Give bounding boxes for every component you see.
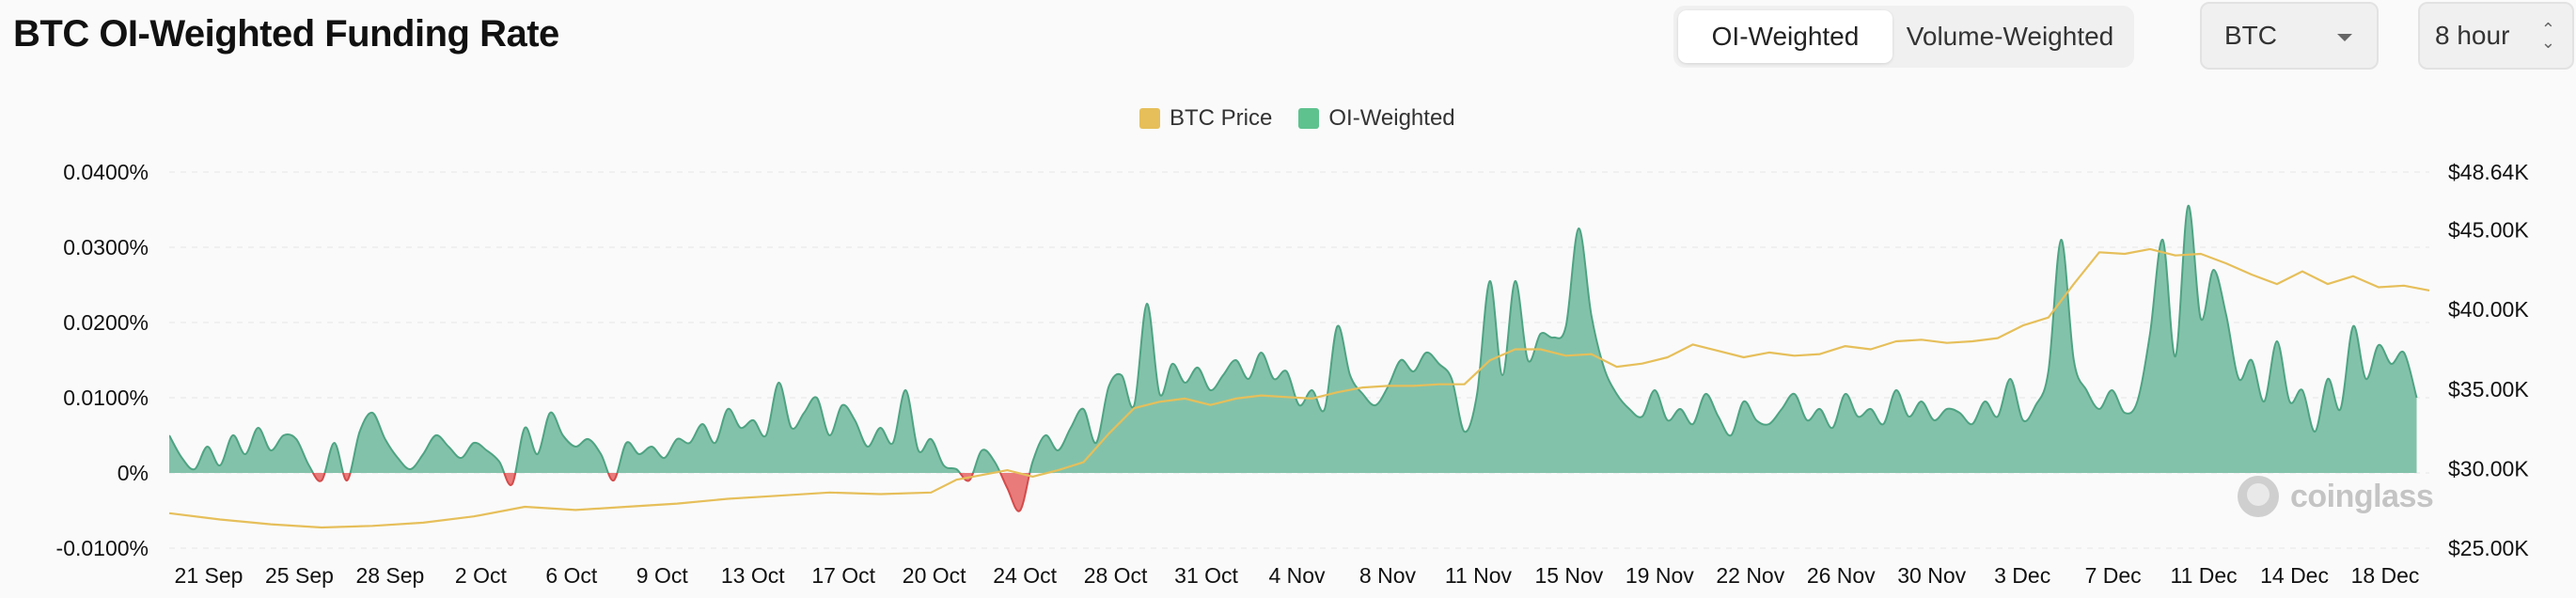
y-left-tick-label: 0% (118, 461, 149, 485)
x-tick-label: 17 Oct (811, 563, 875, 588)
y-right-tick-label: $48.64K (2448, 160, 2529, 184)
y-right-tick-label: $45.00K (2448, 218, 2529, 243)
legend-item-btc-price[interactable]: BTC Price (1139, 105, 1272, 132)
tab-oi-weighted[interactable]: OI-Weighted (1678, 10, 1893, 63)
weighting-toggle: OI-Weighted Volume-Weighted (1673, 6, 2134, 68)
x-tick-label: 7 Dec (2085, 563, 2142, 588)
x-tick-label: 6 Oct (545, 563, 598, 588)
coin-select-value: BTC (2224, 21, 2277, 50)
x-tick-label: 14 Dec (2260, 563, 2329, 588)
x-tick-label: 30 Nov (1897, 563, 1966, 588)
x-tick-label: 19 Nov (1626, 563, 1694, 588)
oi-positive-fill (169, 205, 2417, 473)
btc-price-line (168, 247, 2430, 529)
left-axis-ticks: 0.0400% 0.0300% 0.0200% 0.0100% 0% -0.0100% (56, 160, 149, 560)
x-tick-label: 26 Nov (1807, 563, 1876, 588)
x-tick-label: 24 Oct (993, 563, 1057, 588)
x-tick-label: 18 Dec (2351, 563, 2420, 588)
x-tick-label: 8 Nov (1359, 563, 1417, 588)
y-right-tick-label: $35.00K (2448, 377, 2529, 401)
y-left-tick-label: 0.0300% (63, 235, 149, 260)
x-tick-label: 22 Nov (1716, 563, 1784, 588)
y-left-tick-label: 0.0400% (63, 160, 149, 184)
legend-swatch-icon (1139, 108, 1160, 129)
y-right-tick-label: $30.00K (2448, 456, 2529, 480)
x-tick-label: 28 Oct (1084, 563, 1148, 588)
x-tick-label: 31 Oct (1174, 563, 1238, 588)
y-left-tick-label: 0.0200% (63, 310, 149, 335)
y-left-tick-label: -0.0100% (56, 536, 149, 560)
legend-item-oi-weighted[interactable]: OI-Weighted (1298, 105, 1455, 132)
x-tick-label: 21 Sep (175, 563, 243, 588)
chart-legend: BTC Price OI-Weighted (1139, 105, 1482, 132)
oi-positive-line (169, 204, 2418, 473)
right-axis-ticks: $48.64K $45.00K $40.00K $35.00K $30.00K $25.0… (2448, 160, 2529, 560)
tab-volume-weighted[interactable]: Volume-Weighted (1906, 22, 2114, 51)
grid-lines (169, 171, 2429, 549)
legend-label: OI-Weighted (1328, 105, 1455, 131)
y-right-tick-label: $40.00K (2448, 297, 2529, 322)
up-down-chevron-icon: ⌃ ⌄ (2540, 20, 2555, 52)
legend-swatch-icon (1298, 108, 1320, 129)
x-tick-label: 11 Dec (2170, 563, 2237, 588)
x-tick-label: 13 Oct (721, 563, 785, 588)
x-tick-label: 3 Dec (1994, 563, 2050, 588)
y-right-tick-label: $25.00K (2448, 536, 2529, 560)
page-title: BTC OI-Weighted Funding Rate (13, 13, 559, 55)
x-tick-label: 2 Oct (455, 563, 508, 588)
chevron-down-icon (2337, 34, 2352, 41)
coinglass-logo-icon (2238, 476, 2279, 517)
interval-select-value: 8 hour (2435, 21, 2510, 50)
watermark-text: coinglass (2290, 478, 2434, 514)
x-tick-label: 4 Nov (1268, 563, 1326, 588)
legend-label: BTC Price (1170, 105, 1273, 131)
x-tick-label: 11 Nov (1445, 563, 1513, 588)
btc-price-series (168, 247, 2430, 529)
interval-select[interactable]: 8 hour ⌃ ⌄ (2418, 2, 2574, 70)
x-tick-label: 9 Oct (636, 563, 689, 588)
watermark: coinglass (2238, 476, 2434, 517)
x-tick-label: 15 Nov (1534, 563, 1603, 588)
x-tick-label: 25 Sep (265, 563, 334, 588)
coin-select[interactable]: BTC (2200, 2, 2379, 70)
y-left-tick-label: 0.0100% (63, 386, 149, 410)
x-tick-label: 20 Oct (903, 563, 966, 588)
oi-positive-area (169, 204, 2418, 473)
x-axis-ticks: 21 Sep 25 Sep 28 Sep 2 Oct 6 Oct 9 Oct 13 Oct 1… (175, 563, 2420, 588)
x-tick-label: 28 Sep (355, 563, 424, 588)
